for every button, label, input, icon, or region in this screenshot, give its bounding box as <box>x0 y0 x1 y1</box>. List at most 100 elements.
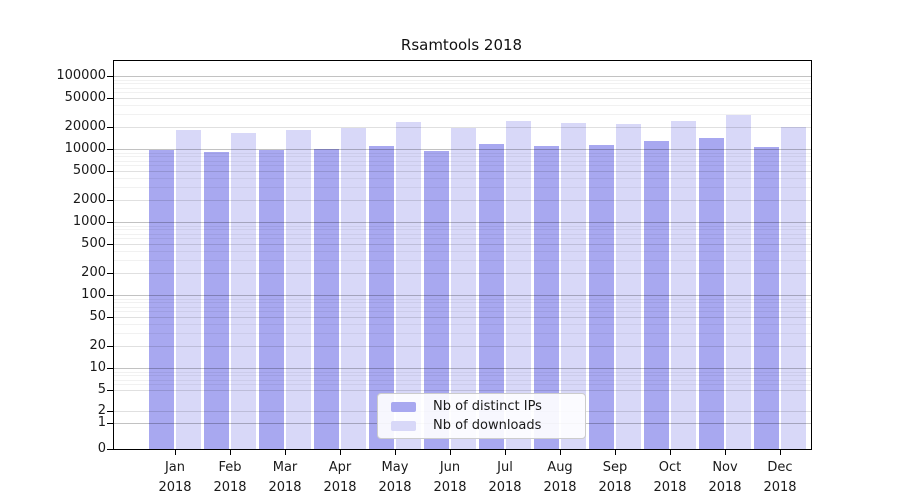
gridline-minor <box>114 260 811 262</box>
bar-downloads <box>341 128 366 449</box>
y-tick <box>107 127 114 129</box>
x-tick <box>505 449 506 455</box>
gridline-minor <box>114 333 811 335</box>
grid-layer <box>114 61 811 449</box>
bar-distinct-ips <box>644 141 669 449</box>
gridline-major <box>114 390 811 392</box>
gridline-major <box>114 222 811 224</box>
y-tick-label: 0 <box>97 441 106 456</box>
y-tick <box>107 368 114 370</box>
bar-downloads <box>671 120 696 449</box>
gridline-minor <box>114 225 811 227</box>
y-tick <box>107 222 114 224</box>
gridline-minor <box>114 114 811 116</box>
y-tick <box>107 411 114 412</box>
y-tick <box>107 76 114 78</box>
x-tick <box>615 449 616 455</box>
x-tick-label: Nov 2018 <box>708 460 742 495</box>
y-tick-label: 50000 <box>64 90 106 106</box>
y-tick-label: 10 <box>89 360 106 376</box>
bar-distinct-ips <box>314 149 339 449</box>
y-tick <box>107 295 114 297</box>
y-tick <box>107 346 114 348</box>
y-tick-label: 500 <box>81 236 106 252</box>
y-tick <box>107 200 114 202</box>
y-tick <box>107 98 114 100</box>
gridline-minor <box>114 87 811 89</box>
gridline-major <box>114 295 811 297</box>
gridline-major <box>114 76 811 78</box>
legend: Nb of distinct IPs Nb of downloads <box>377 393 586 439</box>
legend-label-distinct-ips: Nb of distinct IPs <box>433 399 542 414</box>
x-tick-label: Apr 2018 <box>323 460 357 495</box>
bar-downloads <box>176 130 201 449</box>
x-tick <box>175 449 176 455</box>
gridline-minor <box>114 178 811 180</box>
gridline-major <box>114 244 811 246</box>
gridline-major <box>114 127 811 129</box>
y-tick-label: 20 <box>89 338 106 354</box>
bar-distinct-ips <box>754 146 779 449</box>
bar-distinct-ips <box>259 149 284 449</box>
gridline-minor <box>114 238 811 240</box>
y-tick-label: 20000 <box>64 119 106 135</box>
y-tick-label: 200 <box>81 265 106 281</box>
gridline-major <box>114 200 811 202</box>
gridline-minor <box>114 298 811 300</box>
y-tick <box>107 449 114 450</box>
gridline-minor <box>114 324 811 326</box>
gridline-minor <box>114 105 811 107</box>
x-tick <box>780 449 781 455</box>
y-tick <box>107 244 114 246</box>
gridline-minor <box>114 165 811 167</box>
y-tick <box>107 390 114 392</box>
y-tick-label: 100 <box>81 287 106 303</box>
gridline-minor <box>114 187 811 189</box>
x-tick-label: Aug 2018 <box>543 460 577 495</box>
x-tick-label: Dec 2018 <box>763 460 797 495</box>
gridline-minor <box>114 160 811 162</box>
x-tick <box>450 449 451 455</box>
gridline-major <box>114 317 811 319</box>
gridline-major <box>114 346 811 348</box>
legend-swatch-distinct-ips <box>391 401 416 412</box>
bar-distinct-ips <box>699 138 724 449</box>
x-tick <box>340 449 341 455</box>
legend-label-downloads: Nb of downloads <box>433 418 542 433</box>
y-tick <box>107 317 114 319</box>
x-tick-label: Oct 2018 <box>653 460 687 495</box>
bar-downloads <box>616 124 641 449</box>
x-tick <box>670 449 671 455</box>
x-tick <box>285 449 286 455</box>
bar-downloads <box>726 115 751 449</box>
chart-title: Rsamtools 2018 <box>400 36 523 54</box>
gridline-minor <box>114 156 811 158</box>
bar-downloads <box>286 129 311 449</box>
gridline-major <box>114 273 811 275</box>
y-tick-label: 5 <box>97 382 106 398</box>
x-tick-label: Jul 2018 <box>488 460 522 495</box>
gridline-major <box>114 149 811 151</box>
bar-distinct-ips <box>589 144 614 449</box>
plot-area: Jan 2018 Feb 2018 Mar 2018 Apr 2018 May 2018… <box>56 60 812 495</box>
x-tick-label: May 2018 <box>378 460 412 495</box>
legend-swatch-downloads <box>391 420 416 431</box>
y-tick-label: 1 <box>97 415 106 430</box>
bar-downloads <box>231 132 256 449</box>
gridline-major <box>114 171 811 173</box>
y-tick-label: 2000 <box>72 192 106 208</box>
gridline-minor <box>114 375 811 377</box>
y-tick <box>107 273 114 275</box>
bar-downloads <box>781 127 806 449</box>
gridline-minor <box>114 83 811 85</box>
axis-layer: Jan 2018 Feb 2018 Mar 2018 Apr 2018 May 2018… <box>56 61 811 494</box>
gridline-minor <box>114 306 811 308</box>
gridline-major <box>114 368 811 370</box>
y-tick <box>107 423 114 424</box>
y-tick-label: 50 <box>89 309 106 325</box>
gridline-minor <box>114 371 811 373</box>
gridline-minor <box>114 251 811 253</box>
y-tick-label: 2 <box>97 403 106 418</box>
gridline-minor <box>114 92 811 94</box>
